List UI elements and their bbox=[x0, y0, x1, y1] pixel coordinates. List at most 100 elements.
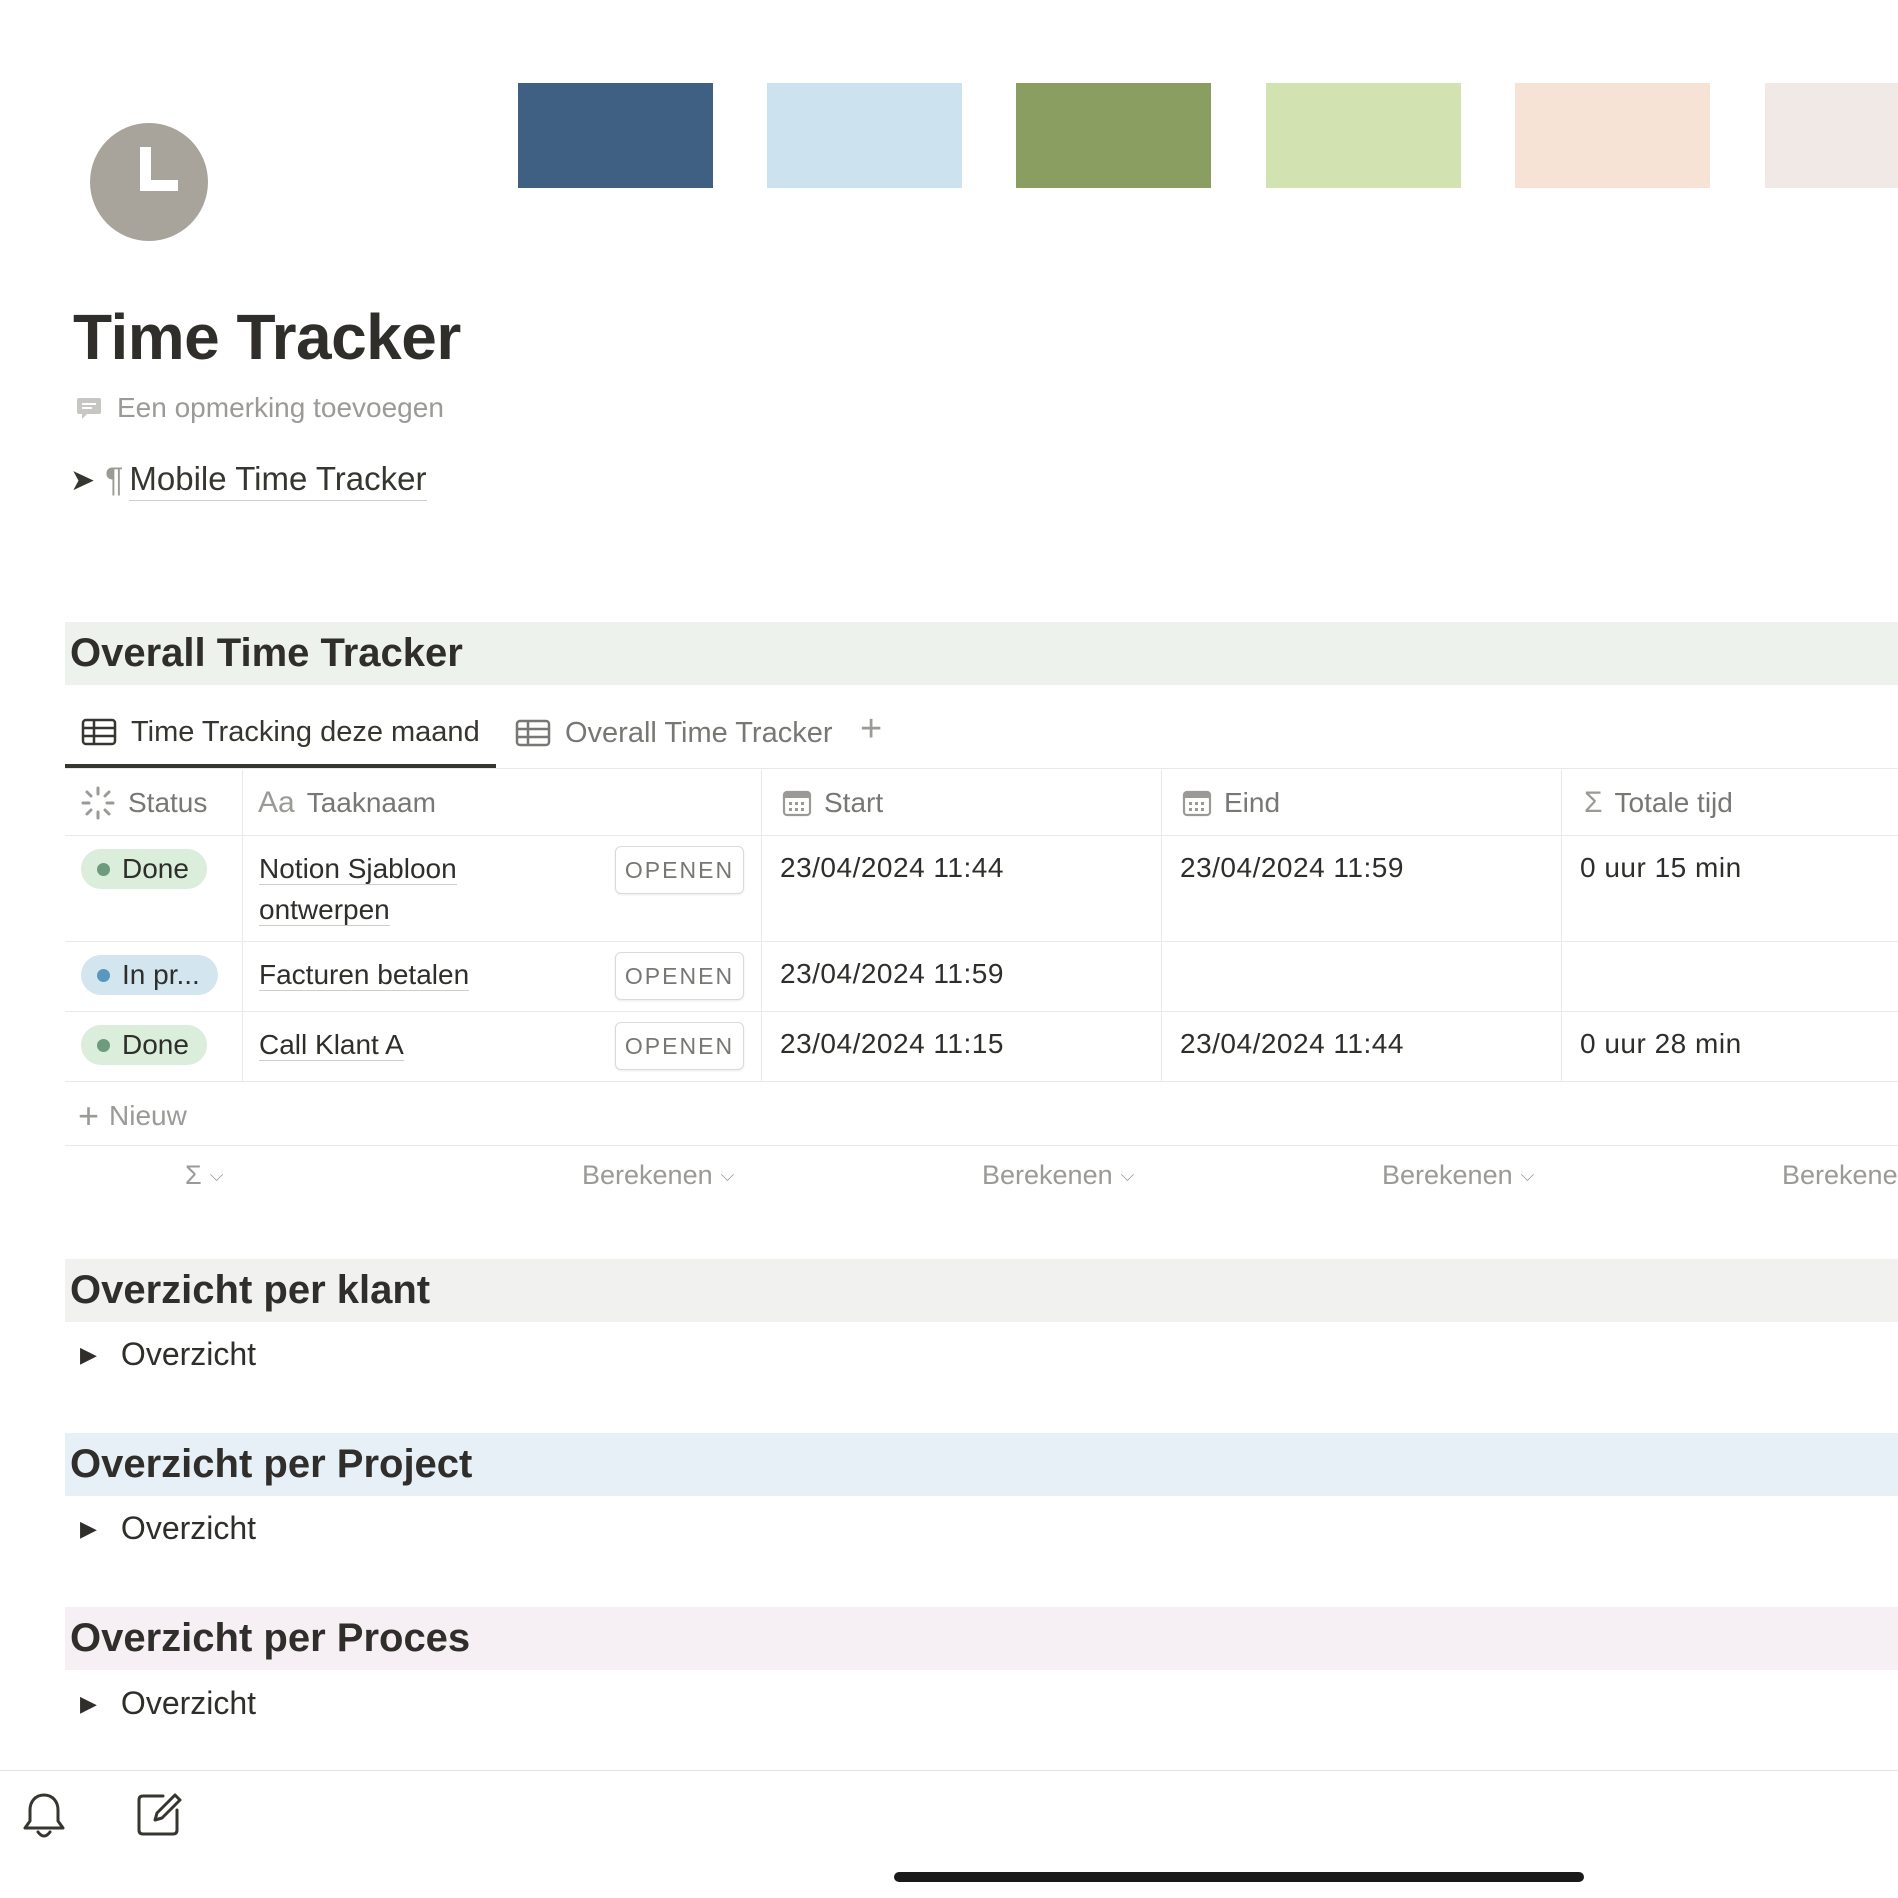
calc-label: Berekenen bbox=[982, 1160, 1113, 1190]
calc-status[interactable]: Σ ⌵ bbox=[185, 1160, 223, 1191]
arrow-right-icon: ➤ bbox=[70, 464, 96, 497]
status-badge[interactable]: Done bbox=[81, 849, 207, 889]
cover-swatch-2 bbox=[767, 83, 962, 188]
cover-swatch-5 bbox=[1515, 83, 1710, 188]
triangle-right-icon: ▶ bbox=[80, 1515, 97, 1541]
tab-label: Time Tracking deze maand bbox=[131, 715, 480, 748]
column-label: Start bbox=[824, 787, 884, 818]
open-button[interactable]: OPENEN bbox=[615, 846, 744, 894]
project-heading-band: Overzicht per Project bbox=[65, 1433, 1898, 1496]
row-divider bbox=[65, 1145, 1898, 1146]
proces-heading[interactable]: Overzicht per Proces bbox=[70, 1616, 471, 1660]
cover-swatch-3 bbox=[1016, 83, 1211, 188]
column-label: Totale tijd bbox=[1614, 787, 1733, 818]
triangle-right-icon: ▶ bbox=[80, 1341, 97, 1367]
triangle-right-icon: ▶ bbox=[80, 1690, 97, 1716]
table-icon bbox=[81, 718, 117, 746]
mobile-time-tracker-link[interactable]: Mobile Time Tracker bbox=[129, 460, 427, 501]
task-name[interactable]: Call Klant A bbox=[259, 1024, 404, 1065]
chevron-down-icon: ⌵ bbox=[720, 1165, 735, 1185]
status-label: Done bbox=[122, 1029, 189, 1060]
column-divider bbox=[761, 770, 762, 1081]
bell-icon[interactable] bbox=[20, 1790, 68, 1847]
cover-swatch-1 bbox=[518, 83, 713, 188]
total-time: 0 uur 28 min bbox=[1580, 1028, 1742, 1059]
end-date[interactable]: 23/04/2024 11:59 bbox=[1180, 852, 1404, 883]
home-indicator bbox=[894, 1872, 1584, 1882]
klant-overzicht-toggle[interactable]: ▶ Overzicht bbox=[80, 1336, 256, 1373]
tab-overall-time-tracker[interactable]: Overall Time Tracker bbox=[515, 700, 833, 766]
project-heading[interactable]: Overzicht per Project bbox=[70, 1442, 473, 1486]
status-badge[interactable]: In pr... bbox=[81, 955, 218, 995]
column-header-totale-tijd[interactable]: Σ Totale tijd bbox=[1584, 770, 1733, 836]
status-dot bbox=[97, 862, 110, 876]
pilcrow-icon: ¶ bbox=[105, 461, 124, 499]
task-name[interactable]: Facturen betalen bbox=[259, 954, 470, 995]
start-date[interactable]: 23/04/2024 11:15 bbox=[780, 1028, 1004, 1059]
start-date[interactable]: 23/04/2024 11:59 bbox=[780, 958, 1004, 989]
calc-start[interactable]: Berekenen ⌵ bbox=[982, 1160, 1134, 1191]
cover-swatch-4 bbox=[1266, 83, 1461, 188]
new-row-button[interactable]: + Nieuw bbox=[78, 1095, 187, 1137]
status-badge[interactable]: Done bbox=[81, 1025, 207, 1065]
sigma-icon: Σ bbox=[1584, 786, 1603, 819]
mobile-time-tracker-toggle[interactable]: ➤ ¶ Mobile Time Tracker bbox=[70, 460, 427, 501]
toggle-label: Overzicht bbox=[120, 1510, 257, 1546]
comment-placeholder: Een opmerking toevoegen bbox=[117, 392, 444, 423]
column-header-start[interactable]: Start bbox=[782, 770, 883, 836]
row-divider bbox=[65, 1081, 1898, 1082]
project-overzicht-toggle[interactable]: ▶ Overzicht bbox=[80, 1510, 256, 1547]
bottom-toolbar-divider bbox=[0, 1770, 1898, 1771]
calc-label: Berekenen bbox=[582, 1160, 713, 1190]
calc-eind[interactable]: Berekenen ⌵ bbox=[1382, 1160, 1534, 1191]
column-label: Taaknaam bbox=[306, 787, 436, 818]
column-label: Eind bbox=[1224, 787, 1281, 818]
compose-icon[interactable] bbox=[135, 1790, 183, 1843]
sigma-icon: Σ bbox=[185, 1160, 202, 1190]
task-name-line: Notion Sjabloon bbox=[259, 853, 457, 885]
chevron-down-icon: ⌵ bbox=[1120, 1165, 1135, 1185]
column-header-status[interactable]: Status bbox=[80, 770, 207, 836]
calc-taaknaam[interactable]: Berekenen ⌵ bbox=[582, 1160, 734, 1191]
calendar-icon bbox=[782, 790, 812, 817]
proces-overzicht-toggle[interactable]: ▶ Overzicht bbox=[80, 1685, 256, 1722]
total-time: 0 uur 15 min bbox=[1580, 852, 1742, 883]
open-button[interactable]: OPENEN bbox=[615, 1022, 744, 1070]
page-title[interactable]: Time Tracker bbox=[73, 301, 461, 373]
status-label: Done bbox=[122, 853, 189, 884]
open-button[interactable]: OPENEN bbox=[615, 952, 744, 1000]
clock-icon[interactable] bbox=[90, 123, 208, 241]
row-divider bbox=[65, 941, 1898, 942]
klant-heading-band: Overzicht per klant bbox=[65, 1259, 1898, 1322]
column-label: Status bbox=[128, 787, 208, 818]
cover-swatch-6 bbox=[1765, 83, 1898, 188]
overall-heading-band: Overall Time Tracker bbox=[65, 622, 1898, 685]
klant-heading[interactable]: Overzicht per klant bbox=[70, 1268, 431, 1312]
column-divider bbox=[242, 770, 243, 1081]
status-dot bbox=[97, 1038, 110, 1052]
tab-time-tracking-deze-maand[interactable]: Time Tracking deze maand bbox=[65, 700, 496, 768]
row-divider bbox=[65, 1011, 1898, 1012]
comment-icon bbox=[77, 398, 101, 419]
start-date[interactable]: 23/04/2024 11:44 bbox=[780, 852, 1004, 883]
plus-icon: + bbox=[78, 1095, 100, 1136]
calc-totale-tijd[interactable]: Berekene bbox=[1782, 1160, 1898, 1191]
task-name-line: ontwerpen bbox=[259, 894, 390, 926]
status-label: In pr... bbox=[122, 959, 200, 990]
calc-label: Berekene bbox=[1782, 1160, 1898, 1190]
toggle-label: Overzicht bbox=[120, 1685, 257, 1721]
column-header-eind[interactable]: Eind bbox=[1182, 770, 1280, 836]
add-comment[interactable]: Een opmerking toevoegen bbox=[75, 392, 444, 424]
overall-heading[interactable]: Overall Time Tracker bbox=[70, 631, 463, 675]
tab-label: Overall Time Tracker bbox=[565, 716, 833, 749]
add-view-plus-icon[interactable]: + bbox=[860, 708, 883, 750]
chevron-down-icon: ⌵ bbox=[209, 1165, 224, 1185]
end-date[interactable]: 23/04/2024 11:44 bbox=[1180, 1028, 1404, 1059]
column-divider bbox=[1561, 770, 1562, 1081]
table-icon bbox=[515, 719, 551, 747]
column-header-taaknaam[interactable]: Aa Taaknaam bbox=[258, 770, 436, 836]
chevron-down-icon: ⌵ bbox=[1520, 1165, 1535, 1185]
row-divider bbox=[65, 835, 1898, 836]
task-name[interactable]: Notion Sjabloon ontwerpen bbox=[259, 848, 457, 930]
view-tabs: Time Tracking deze maand Overall Time Tr… bbox=[65, 700, 1898, 769]
